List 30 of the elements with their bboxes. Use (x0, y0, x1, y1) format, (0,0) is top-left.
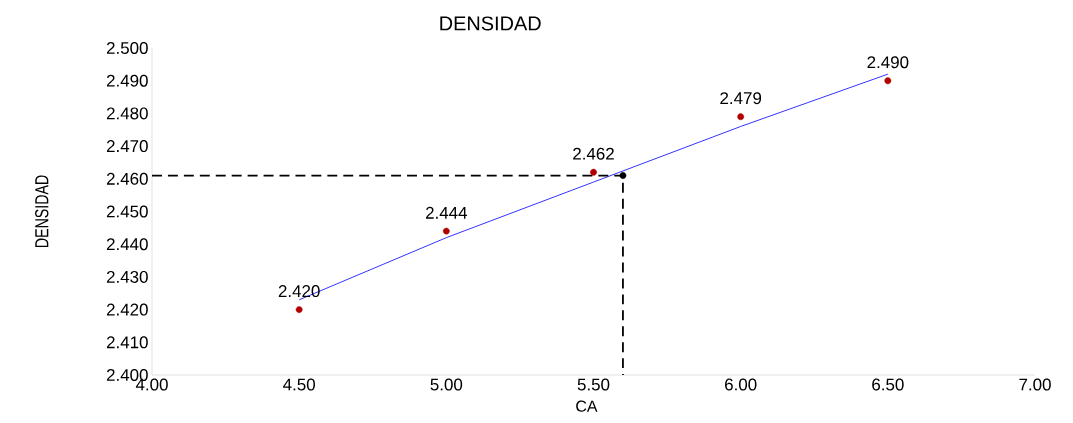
y-tick-label: 2.460 (106, 172, 148, 185)
data-label: 2.420 (278, 285, 320, 298)
chart-title: DENSIDAD (440, 16, 541, 31)
point (737, 113, 745, 121)
x-axis-title: CA (576, 400, 598, 412)
y-tick-label: 2.470 (106, 140, 148, 153)
x-tick-label: 7.00 (1019, 378, 1051, 391)
x-tick-label: 6.50 (872, 378, 904, 391)
data-label: 2.444 (426, 206, 468, 219)
y-axis-title: DENSIDAD (35, 175, 49, 248)
data-label: 2.479 (720, 92, 762, 105)
y-tick-label: 2.490 (106, 74, 148, 87)
data-label: 2.490 (867, 56, 909, 69)
x-tick-label: 5.50 (577, 378, 610, 391)
y-tick-label: 2.480 (106, 107, 148, 120)
x-tick-label: 6.00 (725, 378, 757, 391)
y-tick-label: 2.500 (106, 42, 148, 54)
point (295, 306, 303, 313)
point (884, 77, 892, 85)
data-label: 2.462 (573, 147, 614, 160)
x-tick-label: 4.50 (283, 378, 315, 391)
y-tick-label: 2.420 (106, 303, 148, 316)
y-tick-label: 2.430 (106, 270, 148, 283)
point (590, 168, 597, 176)
y-tick-label: 2.440 (106, 238, 148, 251)
y-tick-label: 2.450 (106, 205, 148, 218)
y-tick-label: 2.410 (106, 336, 148, 349)
point (619, 172, 627, 179)
x-tick-label: 5.00 (430, 378, 463, 391)
point (442, 227, 450, 235)
